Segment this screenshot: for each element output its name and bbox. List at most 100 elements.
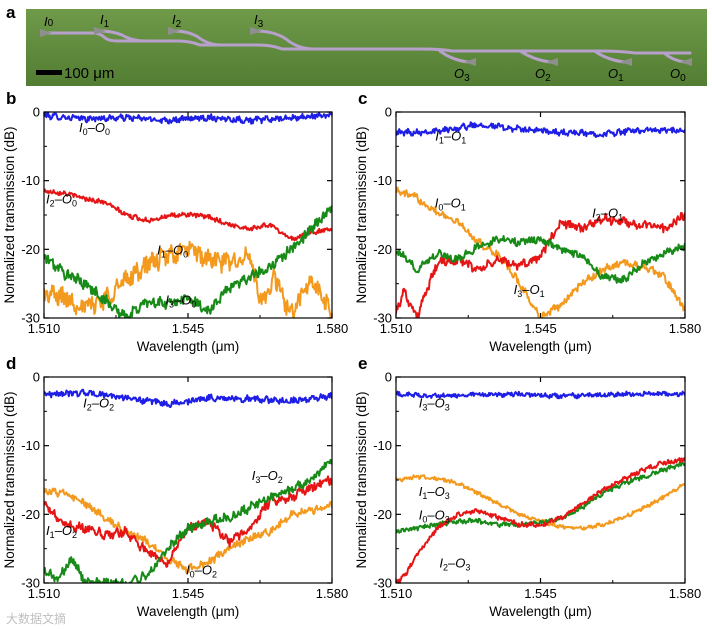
series-line-I3–O3 (396, 390, 685, 400)
panel-label-a: a (6, 3, 16, 22)
x-tick-label: 1.580 (316, 586, 349, 601)
watermark: 大数据文摘 (6, 611, 66, 626)
series-group (396, 121, 685, 318)
x-tick-label: 1.580 (316, 321, 349, 336)
y-tick-label: -10 (21, 438, 40, 453)
x-tick-label: 1.510 (380, 586, 413, 601)
series-line-I1–O0 (44, 240, 332, 318)
panel-label-d: d (6, 354, 16, 373)
series-line-I1–O1 (396, 121, 685, 138)
x-tick-label: 1.510 (28, 321, 61, 336)
x-tick-label: 1.580 (669, 321, 702, 336)
series-annotation-I3–O1: I3–O1 (514, 282, 545, 299)
y-tick-label: -10 (21, 173, 40, 188)
series-annotation-I3–O0: I3–O0 (165, 292, 196, 309)
series-line-I2–O0 (44, 188, 332, 242)
series-annotation-I0–O2: I0–O2 (186, 562, 217, 579)
y-tick-label: -30 (373, 576, 392, 591)
y-tick-label: -20 (21, 242, 40, 257)
output-coupler-3 (464, 58, 476, 66)
series-annotation-I3–O2: I3–O2 (252, 468, 283, 485)
y-tick-label: -10 (373, 438, 392, 453)
y-tick-label: -30 (21, 311, 40, 326)
series-line-I3–O2 (44, 458, 332, 583)
series-line-I0–O1 (396, 186, 685, 318)
series-annotation-I0–O1: I0–O1 (435, 196, 466, 213)
series-line-I0–O2 (44, 487, 332, 574)
x-tick-label: 1.545 (172, 586, 205, 601)
y-tick-label: 0 (385, 370, 392, 385)
x-tick-label: 1.510 (380, 321, 413, 336)
y-tick-label: -20 (21, 507, 40, 522)
x-tick-label: 1.580 (669, 586, 702, 601)
y-tick-label: -10 (373, 173, 392, 188)
y-axis-label: Normalized transmission (dB) (2, 391, 17, 568)
scale-bar (36, 70, 62, 75)
y-tick-label: 0 (385, 105, 392, 120)
series-line-I2–O2 (44, 388, 332, 409)
panel-b: b 0 -10 -20 -301.510 1.545 1.580 Wavelength (μm… (2, 89, 348, 354)
series-line-I2–O1 (396, 212, 685, 318)
output-coupler-0 (680, 58, 692, 66)
series-line-I3–O0 (44, 205, 332, 318)
y-tick-label: -30 (21, 576, 40, 591)
input-label-0: II00 (44, 14, 54, 29)
series-annotation-I1–O1: I1–O1 (435, 128, 466, 145)
series-annotation-I2–O2: I2–O2 (83, 395, 114, 412)
output-coupler-1 (620, 58, 632, 66)
panel-c: c 0 -10 -20 -301.510 1.545 1.580 Wavelength (μm… (354, 89, 701, 354)
input-label-3: I3 (254, 12, 264, 30)
input-coupler-3 (250, 27, 262, 35)
series-annotation-I0–O3: I0–O3 (419, 507, 450, 524)
output-coupler-2 (546, 58, 558, 66)
panel-a: a II00 I1 I2 I3 (6, 3, 707, 86)
grating-couplers (40, 27, 692, 66)
x-axis-label: Wavelength (μm) (137, 339, 240, 354)
x-tick-label: 1.545 (524, 321, 557, 336)
x-tick-label: 1.510 (28, 586, 61, 601)
series-line-I2–O3 (396, 457, 685, 583)
series-annotation-I1–O0: I1–O0 (157, 242, 188, 259)
panel-label-c: c (358, 89, 367, 108)
output-label-2: O2 (535, 66, 551, 84)
y-tick-label: -30 (373, 311, 392, 326)
y-tick-label: -20 (373, 242, 392, 257)
input-label-1: I1 (100, 12, 110, 30)
input-label-2: I2 (172, 12, 182, 30)
series-annotation-I2–O3: I2–O3 (439, 555, 470, 572)
panel-d: d 0 -10 -20 -301.510 1.545 1.580 Wavelength (μm… (2, 354, 348, 619)
x-tick-label: 1.545 (172, 321, 205, 336)
y-tick-label: -20 (373, 507, 392, 522)
input-coupler-0 (40, 29, 52, 37)
series-annotation-I2–O0: I2–O0 (46, 192, 77, 209)
output-label-3: O3 (454, 66, 470, 84)
panel-label-b: b (6, 89, 16, 108)
panel-e: e 0 -10 -20 -301.510 1.545 1.580 Wavelength (μm… (354, 354, 701, 619)
series-annotation-I1–O3: I1–O3 (419, 484, 450, 501)
input-coupler-2 (168, 27, 180, 35)
x-axis-label: Wavelength (μm) (489, 604, 592, 619)
series-annotation-I3–O3: I3–O3 (419, 395, 450, 412)
panel-label-e: e (358, 354, 367, 373)
y-tick-label: 0 (33, 105, 40, 120)
y-tick-label: 0 (33, 370, 40, 385)
y-axis-label: Normalized transmission (dB) (354, 126, 369, 303)
series-group (44, 388, 332, 583)
series-annotation-I1–O2: I1–O2 (46, 523, 77, 540)
series-group (396, 390, 685, 583)
x-axis-label: Wavelength (μm) (137, 604, 240, 619)
x-tick-label: 1.545 (524, 586, 557, 601)
x-axis-label: Wavelength (μm) (489, 339, 592, 354)
series-group (44, 112, 332, 318)
input-coupler-1 (94, 27, 106, 35)
scale-bar-label: 100 μm (64, 65, 114, 82)
output-label-0: O0 (670, 66, 686, 84)
y-axis-label: Normalized transmission (dB) (2, 126, 17, 303)
series-annotation-I0–O0: I0–O0 (79, 120, 110, 137)
series-line-I0–O0 (44, 112, 332, 125)
series-line-I3–O1 (396, 235, 685, 284)
y-axis-label: Normalized transmission (dB) (354, 391, 369, 568)
output-label-1: O1 (608, 66, 624, 84)
series-annotation-I2–O1: I2–O1 (592, 205, 623, 222)
